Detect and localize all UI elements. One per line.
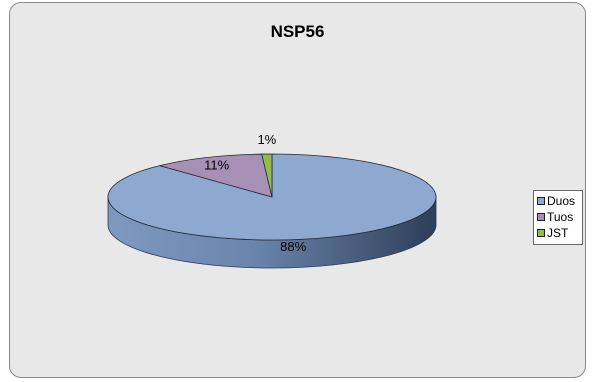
- legend-swatch-duos: [537, 197, 545, 205]
- legend-item-tuos: Tuos: [537, 209, 579, 225]
- legend-swatch-jst: [537, 229, 545, 237]
- legend-label-tuos: Tuos: [547, 210, 574, 224]
- data-label-jst: 1%: [257, 132, 276, 147]
- legend-label-duos: Duos: [547, 194, 576, 208]
- chart-legend: Duos Tuos JST: [533, 190, 583, 245]
- pie-slice-jst: [261, 153, 273, 198]
- data-label-duos: 88%: [280, 239, 306, 254]
- chart-title: NSP56: [270, 22, 325, 41]
- legend-swatch-tuos: [537, 213, 545, 221]
- legend-item-jst: JST: [537, 225, 579, 241]
- data-label-tuos: 11%: [204, 157, 229, 172]
- pie-slice-tuos: [158, 153, 273, 198]
- legend-label-jst: JST: [547, 226, 569, 240]
- legend-item-duos: Duos: [537, 193, 579, 209]
